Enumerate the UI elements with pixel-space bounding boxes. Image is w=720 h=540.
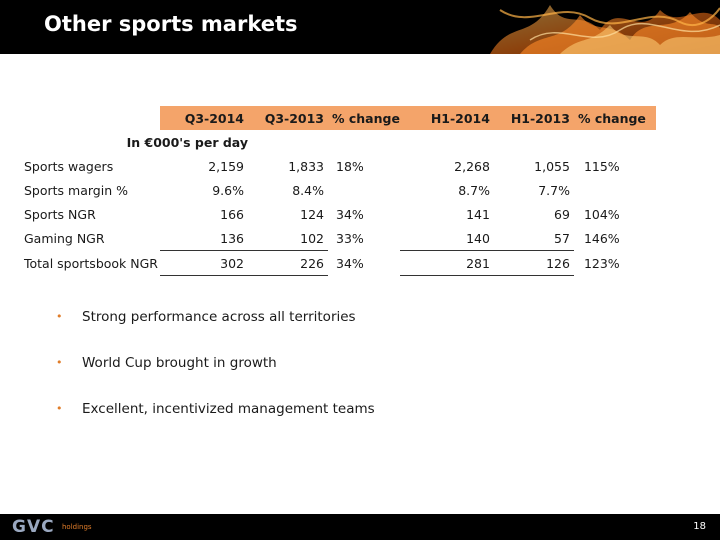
table-cell: 34%: [336, 206, 364, 222]
slide-header: Other sports markets: [0, 0, 720, 54]
bullet-text: Excellent, incentivized management teams: [82, 401, 375, 417]
table-cell: 146%: [583, 230, 620, 246]
table-total-row: Total sportsbook NGR 302 226 34% 281 126…: [20, 250, 656, 276]
table-cell: 115%: [583, 158, 620, 174]
table-row: Sports margin % 9.6% 8.4% 8.7% 7.7%: [20, 178, 656, 202]
bullet-item: • World Cup brought in growth: [56, 352, 375, 398]
table-cell: 1,055: [534, 158, 570, 174]
company-logo: GVC: [12, 517, 55, 537]
table-row: Gaming NGR 136 102 33% 140 57 146%: [20, 226, 656, 251]
page-number: 18: [693, 521, 706, 532]
table-header-cell: H1-2013: [493, 106, 574, 130]
table-header-blank: [20, 106, 160, 130]
table-cell: 104%: [583, 206, 620, 222]
table-cell: 140: [399, 226, 494, 251]
table-cell: 1,833: [288, 158, 324, 174]
table-cell: 57: [493, 226, 574, 251]
table-cell: 102: [248, 226, 328, 251]
bullet-icon: •: [56, 356, 63, 369]
flame-decoration-image: [490, 5, 720, 54]
table-row: Sports wagers 2,159 1,833 18% 2,268 1,05…: [20, 154, 656, 178]
table-cell: 7.7%: [538, 182, 570, 198]
table-header-cell: Q3-2013: [248, 106, 328, 130]
table-cell: [574, 178, 656, 202]
slide-footer: GVC holdings 18: [0, 514, 720, 540]
table-header-cell: Q3-2014: [160, 106, 248, 130]
row-label: Sports margin %: [24, 182, 128, 198]
table-cell: [328, 178, 400, 202]
row-label: Sports NGR: [24, 206, 96, 222]
table-cell: 126: [493, 250, 574, 276]
table-units-row: In €000's per day: [20, 130, 656, 154]
row-label: Sports wagers: [24, 158, 114, 174]
units-label: In €000's per day: [126, 134, 248, 150]
company-logo-subtext: holdings: [62, 523, 92, 531]
table-cell: 226: [248, 250, 328, 276]
table-row: Sports NGR 166 124 34% 141 69 104%: [20, 202, 656, 226]
table-cell: 281: [399, 250, 494, 276]
table-cell: 8.7%: [458, 182, 490, 198]
table-cell: 33%: [336, 230, 364, 246]
bullet-text: World Cup brought in growth: [82, 355, 277, 371]
bullet-item: • Strong performance across all territor…: [56, 306, 375, 352]
table-cell: 2,268: [454, 158, 490, 174]
table-cell: 69: [554, 206, 570, 222]
financial-table: Q3-2014 Q3-2013 % change H1-2014 H1-2013…: [20, 106, 656, 276]
row-label: Gaming NGR: [24, 230, 105, 246]
bullet-text: Strong performance across all territorie…: [82, 309, 356, 325]
bullet-icon: •: [56, 402, 63, 415]
bullet-list: • Strong performance across all territor…: [56, 306, 375, 444]
table-header-row: Q3-2014 Q3-2013 % change H1-2014 H1-2013…: [20, 106, 656, 130]
table-cell: 136: [160, 226, 248, 251]
table-cell: 124: [300, 206, 324, 222]
table-cell: 9.6%: [212, 182, 244, 198]
table-cell: 34%: [336, 255, 364, 271]
bullet-item: • Excellent, incentivized management tea…: [56, 398, 375, 444]
table-header-cell: H1-2014: [399, 106, 494, 130]
slide-title: Other sports markets: [44, 12, 298, 36]
table-header-cell: % change: [573, 106, 656, 130]
table-cell: 166: [220, 206, 244, 222]
row-label: Total sportsbook NGR: [24, 255, 158, 271]
table-cell: 302: [160, 250, 248, 276]
table-cell: 18%: [336, 158, 364, 174]
table-header-cell: % change: [328, 106, 400, 130]
table-cell: 123%: [583, 255, 620, 271]
table-cell: 141: [466, 206, 490, 222]
bullet-icon: •: [56, 310, 63, 323]
table-cell: 8.4%: [292, 182, 324, 198]
table-cell: 2,159: [208, 158, 244, 174]
